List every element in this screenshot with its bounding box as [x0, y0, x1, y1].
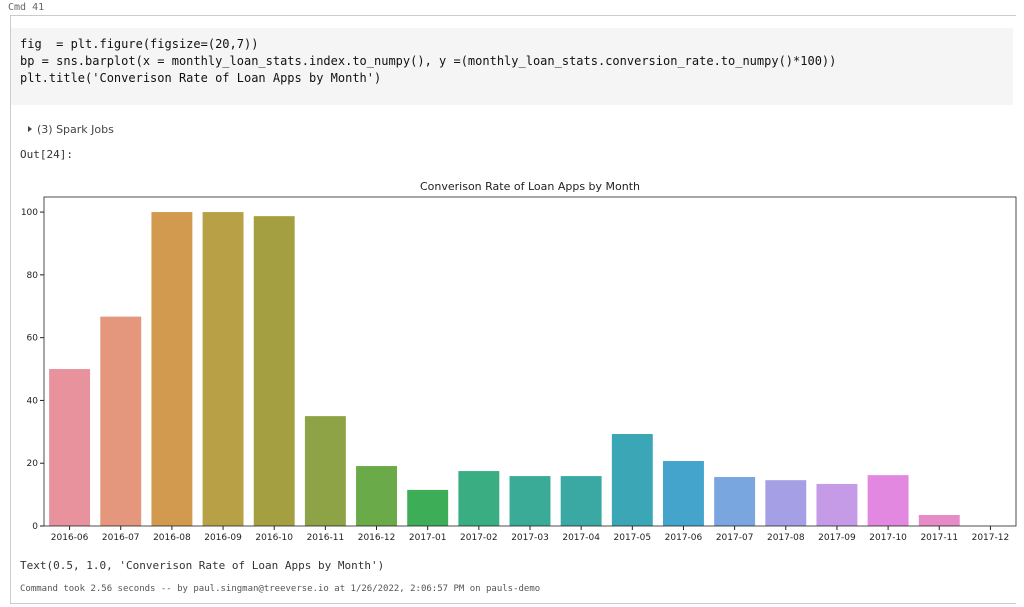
bar — [49, 369, 91, 526]
x-tick-label: 2017-01 — [409, 533, 447, 543]
bar — [918, 515, 960, 526]
bar — [458, 471, 500, 526]
bar — [816, 483, 858, 526]
x-tick-label: 2016-11 — [307, 533, 345, 543]
x-tick-label: 2016-06 — [51, 533, 89, 543]
out-label: Out[24]: — [20, 148, 73, 161]
cell — [10, 15, 1016, 604]
x-tick-label: 2017-12 — [972, 533, 1010, 543]
bar — [560, 476, 602, 526]
y-tick-label: 60 — [27, 334, 39, 344]
x-tick-label: 2017-04 — [562, 533, 600, 543]
bar — [714, 477, 756, 526]
command-info: Command took 2.56 seconds -- by paul.sin… — [20, 584, 541, 594]
code-line: fig = plt.figure(figsize=(20,7)) — [20, 37, 259, 51]
x-tick-label: 2016-09 — [204, 533, 242, 543]
y-tick-label: 20 — [27, 459, 39, 469]
bar — [611, 434, 653, 526]
code-area[interactable] — [11, 28, 1013, 105]
x-tick-label: 2016-08 — [153, 533, 191, 543]
y-tick-label: 40 — [27, 396, 39, 406]
x-tick-label: 2016-07 — [102, 533, 140, 543]
x-tick-label: 2017-11 — [920, 533, 958, 543]
axes-frame — [43, 196, 1017, 527]
x-tick-label: 2016-10 — [255, 533, 293, 543]
bar — [356, 466, 397, 526]
spark-jobs[interactable]: (3) Spark Jobs — [37, 123, 114, 136]
bar — [867, 475, 909, 526]
y-tick-label: 0 — [32, 522, 38, 532]
x-tick-label: 2017-09 — [818, 533, 856, 543]
bar — [304, 416, 346, 526]
bar — [202, 212, 244, 526]
bar — [100, 316, 142, 526]
x-tick-label: 2017-05 — [614, 533, 652, 543]
cell-label: Cmd 41 — [8, 2, 45, 13]
code-line: plt.title('Converison Rate of Loan Apps … — [20, 71, 382, 85]
chart: Converison Rate of Loan Apps by Month 0 20… — [21, 180, 1017, 543]
bar — [663, 461, 704, 526]
bar — [765, 480, 807, 526]
x-tick-label: 2017-08 — [767, 533, 805, 543]
expand-icon[interactable] — [28, 126, 32, 132]
code-line: bp = sns.barplot(x = monthly_loan_stats.… — [20, 54, 837, 68]
x-tick-label: 2016-12 — [358, 533, 396, 543]
x-tick-label: 2017-06 — [665, 533, 703, 543]
bar — [509, 476, 551, 526]
text-output: Text(0.5, 1.0, 'Converison Rate of Loan … — [20, 559, 385, 572]
chart-title: Converison Rate of Loan Apps by Month — [420, 180, 640, 193]
x-tick-label: 2017-03 — [511, 533, 549, 543]
y-tick-label: 100 — [21, 208, 38, 218]
bar — [151, 212, 193, 526]
x-tick-label: 2017-10 — [869, 533, 907, 543]
bar — [253, 216, 295, 526]
x-tick-label: 2017-02 — [460, 533, 498, 543]
bar — [407, 489, 449, 526]
y-tick-label: 80 — [27, 271, 39, 281]
x-tick-label: 2017-07 — [716, 533, 754, 543]
